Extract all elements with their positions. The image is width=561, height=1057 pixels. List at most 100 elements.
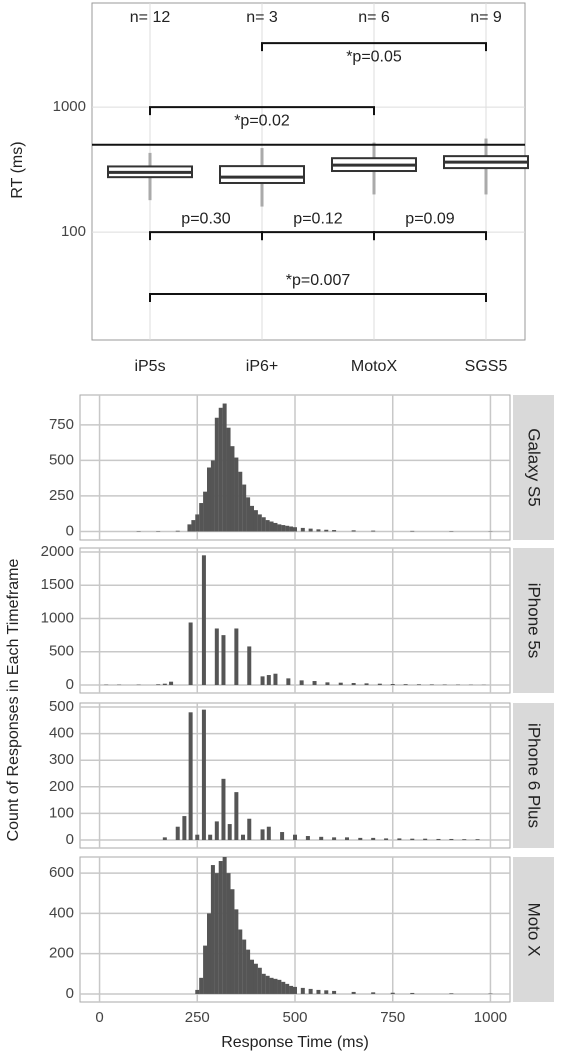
bar [201, 555, 206, 686]
x-tick-label: iP6+ [246, 358, 278, 375]
bar [238, 471, 243, 532]
bar [332, 990, 337, 994]
bar [462, 839, 467, 841]
bar [358, 837, 363, 841]
p-value-label: *p=0.05 [346, 48, 402, 65]
bar [222, 403, 227, 532]
bar [257, 514, 262, 532]
bar [332, 837, 337, 841]
bar [226, 427, 231, 532]
bar [162, 683, 167, 686]
y-tick-label: 500 [49, 643, 74, 660]
bar [187, 524, 192, 532]
bar [250, 959, 254, 994]
bar [214, 821, 219, 841]
y-tick-label: 750 [49, 416, 74, 433]
bar [351, 683, 356, 686]
bar [207, 913, 211, 994]
bar [475, 839, 480, 841]
bar [449, 993, 454, 994]
bar [299, 680, 304, 686]
bracket [261, 42, 487, 52]
bar [308, 528, 313, 532]
bar [403, 684, 408, 686]
y-tick-label: 200 [49, 945, 74, 962]
y-tick-label: 2000 [41, 543, 74, 560]
bar [410, 992, 415, 994]
x-tick-label: 0 [95, 1009, 103, 1026]
p-value-label: *p=0.02 [234, 112, 290, 129]
bar [246, 497, 251, 532]
bar [305, 836, 310, 841]
bar [265, 975, 270, 994]
bar [175, 826, 180, 841]
bar [285, 983, 290, 994]
bar [247, 818, 252, 841]
bar [260, 676, 265, 686]
bar [273, 673, 278, 686]
bar [210, 865, 215, 994]
bar [191, 520, 196, 532]
bar [390, 992, 395, 994]
bar [449, 838, 454, 841]
bar [410, 530, 415, 532]
bar [201, 709, 206, 841]
bar [325, 682, 330, 686]
bar [230, 889, 235, 994]
bar [429, 684, 434, 686]
y-tick-label: 500 [49, 451, 74, 468]
bar [226, 873, 231, 994]
strip-label: Moto X [525, 903, 544, 957]
bar [300, 987, 305, 994]
bracket [149, 292, 487, 302]
bar [293, 986, 297, 994]
x-tick-label: SGS5 [465, 358, 508, 375]
bar [210, 460, 215, 532]
bar [182, 816, 187, 841]
bar [308, 988, 313, 994]
bar [227, 824, 232, 841]
bar [316, 989, 321, 994]
x-tick-label: 500 [282, 1009, 307, 1026]
y-tick-label: 1000 [41, 609, 74, 626]
bar [293, 834, 297, 841]
bar [218, 407, 223, 532]
bar [261, 973, 266, 994]
bar [203, 491, 208, 532]
bar [371, 530, 376, 532]
bar [260, 829, 265, 841]
bar [280, 832, 285, 841]
bar [221, 635, 226, 686]
bar [257, 967, 262, 994]
bar [273, 522, 278, 532]
bar [273, 978, 278, 994]
bar [281, 525, 286, 532]
bar [214, 417, 219, 532]
bar [230, 446, 235, 532]
shared-y-label: Count of Responses in Each Timeframe [5, 559, 22, 842]
y-tick-label: 300 [49, 751, 74, 768]
bar [371, 992, 376, 994]
x-tick-label: MotoX [351, 358, 398, 375]
bar [207, 467, 211, 532]
bar [241, 834, 246, 841]
n-label: n= 9 [470, 9, 502, 26]
bracket [373, 231, 487, 241]
bar [324, 990, 329, 994]
bar [234, 909, 239, 994]
bar [281, 981, 286, 994]
bar [253, 963, 258, 994]
y-tick-label: 0 [66, 831, 74, 848]
bar [371, 837, 376, 841]
bar [316, 529, 321, 532]
bar [253, 510, 258, 532]
x-tick-label: 250 [185, 1009, 210, 1026]
bar [208, 834, 213, 841]
shared-x-label: Response Time (ms) [221, 1034, 369, 1051]
bar [277, 979, 282, 994]
bar [221, 778, 226, 841]
strip-label: iPhone 6 Plus [525, 723, 544, 828]
y-tick-label: 400 [49, 904, 74, 921]
y-tick-label: 500 [49, 698, 74, 715]
